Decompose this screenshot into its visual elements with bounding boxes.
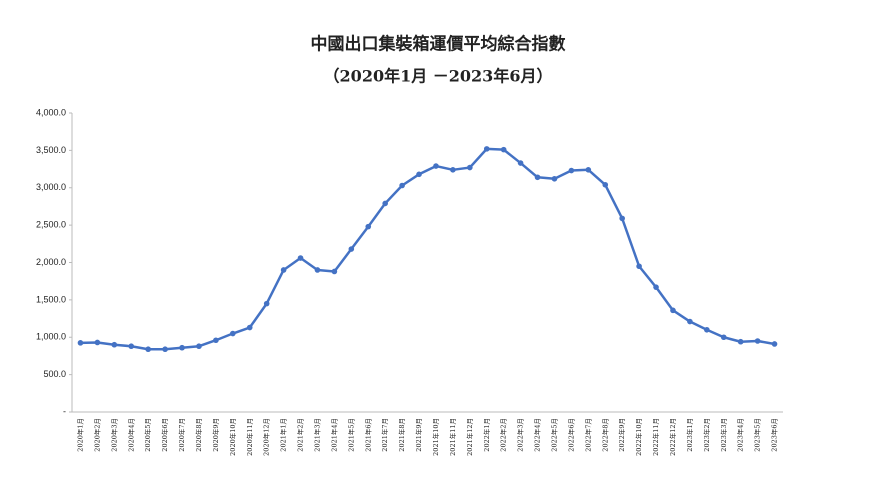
x-tick-label: 2020年2月 — [92, 418, 101, 452]
x-tick-label: 2023年2月 — [702, 418, 711, 452]
x-tick-label: 2021年6月 — [363, 418, 372, 452]
x-tick-label: 2021年9月 — [414, 418, 423, 452]
marker — [551, 175, 558, 182]
x-tick-label: 2021年2月 — [296, 418, 305, 452]
marker — [500, 146, 507, 153]
x-tick-label: 2020年3月 — [109, 418, 118, 452]
x-tick-label: 2022年10月 — [634, 418, 643, 456]
marker — [636, 263, 642, 270]
marker — [585, 167, 592, 173]
x-tick-label: 2022年4月 — [533, 418, 542, 452]
x-tick-label: 2022年5月 — [549, 418, 558, 452]
marker — [94, 339, 101, 346]
marker — [297, 255, 304, 261]
marker — [331, 268, 338, 275]
x-tick-label: 2021年3月 — [312, 418, 321, 452]
x-tick-label: 2022年8月 — [600, 418, 609, 452]
marker — [263, 300, 270, 307]
x-tick-label: 2022年12月 — [668, 418, 677, 456]
x-tick-label: 2022年9月 — [617, 418, 626, 452]
marker — [687, 318, 693, 325]
marker — [467, 164, 473, 171]
chart-title: 中國出口集裝箱運價平均綜合指數 — [311, 34, 566, 55]
marker — [246, 324, 253, 331]
x-tick-label: 2021年4月 — [329, 418, 338, 452]
x-tick-label: 2022年2月 — [499, 418, 508, 452]
marker — [111, 341, 118, 348]
marker — [602, 181, 609, 188]
y-tick-label: 3,000.0 — [36, 182, 66, 192]
marker — [230, 330, 236, 337]
y-tick-label: 2,000.0 — [36, 257, 66, 267]
marker — [771, 341, 778, 347]
x-tick-label: 2020年10月 — [228, 418, 237, 456]
x-tick-label: 2022年11月 — [651, 418, 660, 456]
x-tick-label: 2020年7月 — [177, 418, 186, 452]
marker — [450, 167, 456, 173]
marker — [365, 223, 372, 230]
x-tick-label: 2021年1月 — [279, 418, 288, 452]
x-tick-label: 2020年8月 — [194, 418, 203, 452]
y-tick-label: - — [63, 406, 66, 416]
x-tick-label: 2023年1月 — [685, 418, 694, 452]
x-tick-label: 2020年5月 — [143, 418, 152, 452]
x-tick-label: 2021年10月 — [431, 418, 440, 456]
y-tick-label: 1,000.0 — [36, 332, 66, 342]
marker — [534, 174, 541, 181]
x-tick-label: 2020年9月 — [211, 418, 220, 452]
marker — [280, 267, 287, 273]
marker — [196, 343, 202, 350]
marker — [382, 200, 388, 207]
x-tick-label: 2021年8月 — [397, 418, 406, 452]
y-tick-label: 500.0 — [43, 369, 66, 379]
x-tick-label: 2022年7月 — [583, 418, 592, 452]
chart-subtitle: （2020年1月 －2023年6月） — [324, 67, 553, 86]
y-tick-label: 3,500.0 — [36, 145, 66, 155]
marker — [162, 346, 168, 353]
x-tick-label: 2023年5月 — [753, 418, 762, 452]
marker — [483, 146, 490, 152]
x-tick-label: 2022年1月 — [482, 418, 491, 452]
x-tick-label: 2023年6月 — [770, 418, 779, 452]
marker — [77, 340, 84, 346]
marker — [179, 344, 185, 351]
x-tick-label: 2022年3月 — [516, 418, 525, 452]
marker — [619, 215, 625, 222]
x-tick-label: 2020年12月 — [262, 418, 271, 456]
x-tick-label: 2020年11月 — [245, 418, 254, 456]
marker — [737, 338, 744, 345]
x-tick-label: 2020年4月 — [126, 418, 135, 452]
marker — [568, 167, 575, 174]
marker — [213, 337, 219, 344]
y-tick-label: 1,500.0 — [36, 294, 66, 304]
marker — [416, 171, 422, 178]
marker — [754, 338, 761, 344]
marker — [314, 267, 321, 273]
marker — [433, 163, 439, 169]
x-tick-label: 2021年11月 — [448, 418, 457, 456]
marker — [517, 160, 524, 166]
line — [80, 147, 775, 351]
x-tick-label: 2021年7月 — [380, 418, 389, 452]
marker — [720, 334, 727, 341]
x-tick-label: 2023年4月 — [736, 418, 745, 452]
marker — [704, 326, 710, 333]
x-tick-label: 2020年6月 — [160, 418, 169, 452]
x-tick-label: 2022年6月 — [566, 418, 575, 452]
y-tick-label: 2,500.0 — [36, 220, 66, 230]
x-tick-label: 2021年5月 — [346, 418, 355, 452]
marker — [653, 284, 659, 290]
x-tick-label: 2021年12月 — [465, 418, 474, 456]
x-tick-label: 2020年1月 — [75, 418, 84, 452]
x-tick-label: 2023年3月 — [719, 418, 728, 452]
marker — [670, 307, 676, 314]
marker — [128, 343, 135, 350]
y-tick-label: 4,000.0 — [36, 107, 66, 117]
marker — [399, 182, 405, 189]
marker — [145, 346, 151, 353]
marker — [348, 246, 355, 252]
